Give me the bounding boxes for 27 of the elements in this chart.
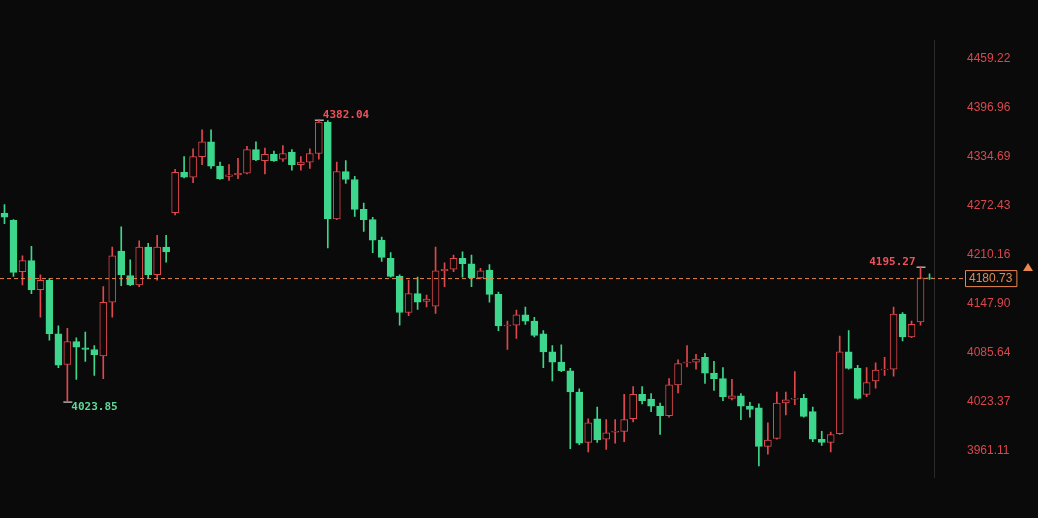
- candlestick: [611, 419, 620, 444]
- candlestick: [225, 164, 233, 181]
- annotation: 4382.04: [322, 108, 370, 122]
- annotation: 4195.27: [869, 255, 916, 269]
- candlestick: [710, 360, 718, 391]
- y-tick-label: 4272.43: [967, 198, 1011, 213]
- candlestick: [728, 379, 736, 401]
- candlestick: [764, 422, 772, 455]
- candlestick: [683, 345, 691, 368]
- candlestick: [602, 419, 611, 450]
- y-tick-label: 4210.16: [967, 247, 1011, 262]
- candlestick: [90, 345, 99, 376]
- candlestick: [162, 235, 170, 263]
- annotation: 4023.85: [71, 399, 118, 413]
- candlestick: [297, 156, 305, 171]
- y-tick-label: 3961.11: [967, 443, 1010, 458]
- y-tick-label: 4459.22: [967, 51, 1011, 66]
- candlestick: [81, 331, 90, 362]
- y-tick-label: 4334.69: [967, 149, 1011, 164]
- candlestick: [746, 401, 754, 418]
- candlestick: [790, 371, 799, 405]
- y-tick-label: 4085.64: [967, 345, 1011, 360]
- y-tick-label: 4147.90: [967, 296, 1011, 311]
- y-tick-label: 4396.96: [967, 100, 1011, 115]
- candlestick: [180, 156, 188, 179]
- y-tick-label: 4023.37: [967, 394, 1011, 409]
- ref-line-label: 4180.73: [969, 271, 1013, 286]
